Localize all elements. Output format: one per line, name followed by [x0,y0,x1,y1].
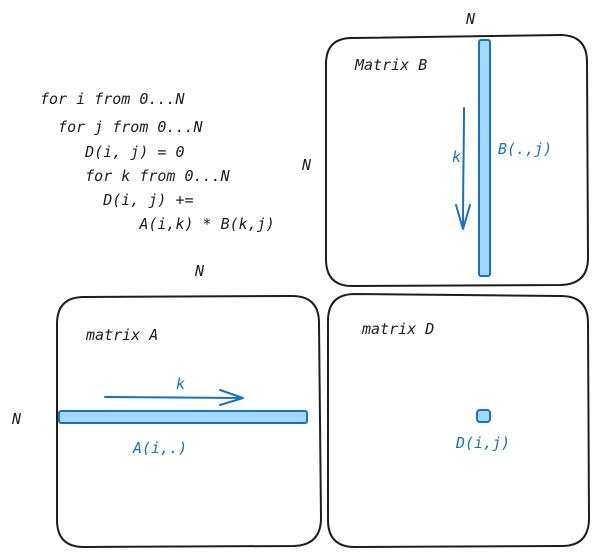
pseudocode-line: for i from 0...N [40,90,185,108]
matrix-a-k-arrow [104,396,243,399]
matrix-a-height-label: N [12,410,22,428]
matrix-d-cell-label: D(i,j) [456,434,511,452]
matrix-b-k-arrow [462,107,465,229]
matrix-d-cell-highlight [476,409,491,423]
matrix-a-box [56,295,322,548]
pseudocode-line: for k from 0...N [40,167,230,185]
matrix-b-column-label: B(.,j) [498,140,553,158]
matrix-b-height-label: N [302,156,312,174]
matrix-a-row-highlight [58,410,308,424]
matrix-a-row-label: A(i,.) [133,439,188,457]
pseudocode-line: A(i,k) * B(k,j) [40,215,275,233]
pseudocode-line: for j from 0...N [40,118,203,136]
matrix-a-k-arrowhead [219,389,244,406]
matrix-b-column-highlight [478,39,491,277]
matrix-a-width-label: N [195,262,205,280]
matrix-b-k-label: k [452,148,462,166]
matrix-b-k-arrowhead [455,204,471,230]
pseudocode-line: D(i, j) = 0 [40,143,185,161]
matrix-a-k-label: k [176,375,186,393]
matrix-b-width-label: N [466,10,476,28]
matrix-a-title: matrix A [86,326,159,344]
matrix-b-box [325,34,589,287]
pseudocode-line: D(i, j) += [40,191,194,209]
matrix-b-title: Matrix B [355,56,428,74]
matrix-d-box [327,293,590,548]
matrix-d-title: matrix D [362,320,435,338]
